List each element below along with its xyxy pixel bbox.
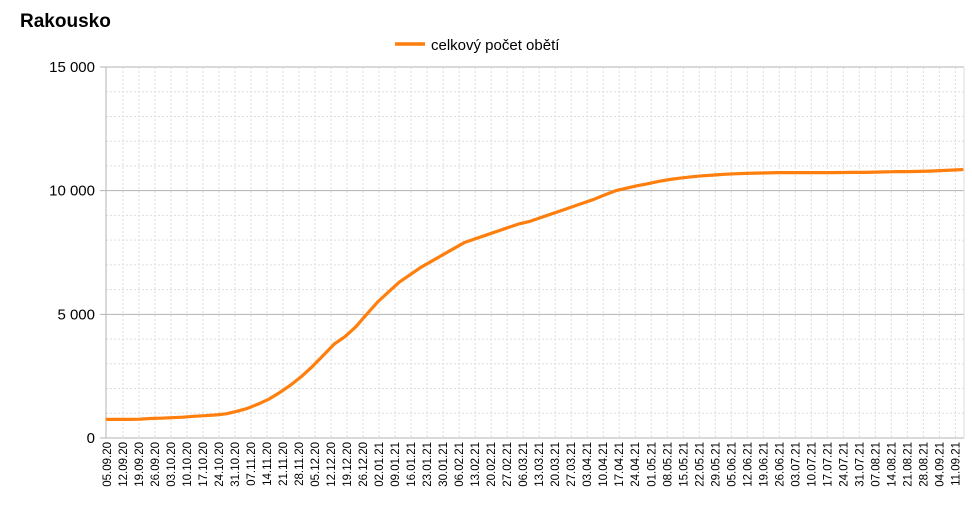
x-tick-labels: 05.09.20 12.09.20 19.09.20 26.09.20 03.10.20… xyxy=(102,442,962,487)
x-tick-label: 13.02.21 xyxy=(470,442,482,487)
major-gridlines xyxy=(100,66,964,439)
x-tick-label: 02.01.21 xyxy=(374,442,386,487)
x-tick-label: 16.01.21 xyxy=(406,442,418,487)
x-tick-label: 29.05.21 xyxy=(710,442,722,487)
x-tick-label: 19.12.20 xyxy=(342,442,354,487)
x-tick-label: 07.08.21 xyxy=(870,442,882,487)
x-tick-label: 12.09.20 xyxy=(118,442,130,487)
x-tick-label: 23.01.21 xyxy=(422,442,434,487)
x-tick-label: 22.05.21 xyxy=(694,442,706,487)
x-tick-label: 21.08.21 xyxy=(902,442,914,487)
x-tick-label: 08.05.21 xyxy=(662,442,674,487)
x-tick-label: 12.12.20 xyxy=(326,442,338,487)
x-tick-label: 24.10.20 xyxy=(214,442,226,487)
chart-title: Rakousko xyxy=(20,11,111,32)
x-tick-label: 10.04.21 xyxy=(598,442,610,487)
x-tick-label: 04.09.21 xyxy=(934,442,946,487)
series-layer xyxy=(105,168,964,421)
legend-label: celkový počet obětí xyxy=(431,37,560,54)
x-tick-label: 06.02.21 xyxy=(454,442,466,487)
x-tick-label: 07.11.20 xyxy=(246,442,258,486)
x-tick-label: 20.02.21 xyxy=(486,442,498,487)
x-tick-label: 24.07.21 xyxy=(838,442,850,487)
x-tick-label: 17.07.21 xyxy=(822,442,834,487)
x-tick-label: 17.04.21 xyxy=(614,442,626,487)
y-tick-label: 5 000 xyxy=(57,306,95,323)
axes xyxy=(105,67,965,438)
x-tick-label: 30.01.21 xyxy=(438,442,450,487)
x-tick-label: 05.06.21 xyxy=(726,442,738,487)
y-tick-labels: 0 5 000 10 000 15 000 xyxy=(49,59,95,447)
x-tick-label: 31.07.21 xyxy=(854,442,866,487)
x-tick-label: 17.10.20 xyxy=(198,442,210,487)
minor-gridlines xyxy=(106,67,964,438)
x-tick-label: 10.10.20 xyxy=(182,442,194,487)
y-tick-label: 15 000 xyxy=(49,59,95,76)
x-tick-label: 03.07.21 xyxy=(790,442,802,487)
x-tick-label: 15.05.21 xyxy=(678,442,690,487)
x-tick-label: 26.06.21 xyxy=(774,442,786,487)
x-tick-label: 28.11.20 xyxy=(294,442,306,486)
x-tick-label: 24.04.21 xyxy=(630,442,642,487)
x-tick-label: 28.08.21 xyxy=(918,442,930,487)
x-tick-label: 26.09.20 xyxy=(150,442,162,487)
x-tick-label: 03.10.20 xyxy=(166,442,178,487)
x-tick-label: 12.06.21 xyxy=(742,442,754,487)
x-tick-label: 31.10.20 xyxy=(230,442,242,487)
x-tick-label: 19.09.20 xyxy=(134,442,146,487)
x-tick-label: 20.03.21 xyxy=(550,442,562,487)
x-tick-label: 14.11.20 xyxy=(262,442,274,486)
series-line xyxy=(105,168,964,421)
x-tick-label: 13.03.21 xyxy=(534,442,546,487)
x-tick-label: 05.12.20 xyxy=(310,442,322,487)
y-tick-label: 0 xyxy=(87,430,95,447)
x-tick-label: 27.03.21 xyxy=(566,442,578,487)
x-tick-label: 06.03.21 xyxy=(518,442,530,487)
y-tick-label: 10 000 xyxy=(49,183,95,200)
x-tick-label: 03.04.21 xyxy=(582,442,594,487)
x-tick-label: 19.06.21 xyxy=(758,442,770,487)
x-tick-label: 10.07.21 xyxy=(806,442,818,487)
x-tick-label: 11.09.21 xyxy=(950,442,962,486)
x-tick-label: 01.05.21 xyxy=(646,442,658,487)
x-tick-label: 27.02.21 xyxy=(502,442,514,487)
x-tick-label: 05.09.20 xyxy=(102,442,114,487)
x-tick-label: 14.08.21 xyxy=(886,442,898,487)
legend: celkový počet obětí xyxy=(395,37,560,54)
x-tick-label: 21.11.20 xyxy=(278,442,290,486)
x-tick-label: 09.01.21 xyxy=(390,442,402,487)
x-tick-label: 26.12.20 xyxy=(358,442,370,487)
